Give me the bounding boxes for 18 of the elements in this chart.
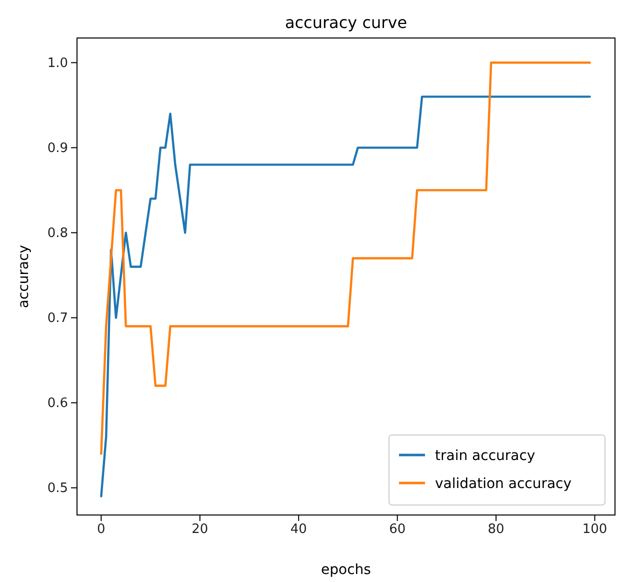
- y-tick-label: 0.5: [47, 480, 68, 496]
- y-tick-label: 0.6: [47, 396, 68, 411]
- x-tick-label: 100: [582, 522, 608, 538]
- x-tick-label: 60: [389, 522, 406, 538]
- x-tick-label: 80: [488, 522, 504, 538]
- x-axis-title: epochs: [321, 562, 371, 578]
- y-tick-label: 0.8: [47, 226, 68, 241]
- chart-title: accuracy curve: [284, 13, 408, 32]
- legend-label: validation accuracy: [435, 476, 572, 492]
- x-tick-label: 40: [290, 522, 307, 538]
- y-axis-title: accuracy: [16, 244, 32, 308]
- x-tick-label: 20: [192, 522, 208, 538]
- y-tick-label: 0.9: [47, 140, 68, 156]
- legend-label: train accuracy: [435, 448, 536, 464]
- x-tick-label: 0: [97, 522, 106, 538]
- line-series: [100, 96, 591, 498]
- y-tick-label: 1.0: [47, 56, 68, 71]
- y-tick-label: 0.7: [47, 310, 68, 326]
